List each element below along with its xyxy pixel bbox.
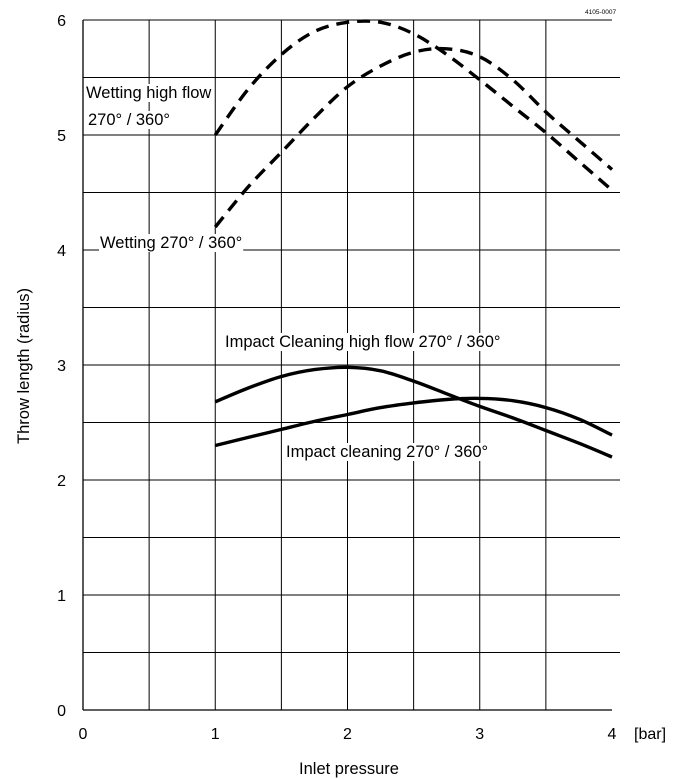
y-tick-label: 2: [57, 473, 66, 490]
impact-cleaning-high-flow-line: [214, 365, 613, 459]
x-tick-label: 1: [211, 726, 220, 743]
y-tick-label: 3: [57, 358, 66, 375]
y-tick-label: 0: [57, 703, 66, 720]
label-impact-cleaning-bg: [285, 443, 490, 461]
label-wetting-high-flow: 270° / 360°: [88, 111, 170, 129]
label-wetting-high-flow-bg: [85, 84, 213, 102]
series-labels: Wetting high flow 270° / 360° Wetting 270°…: [85, 84, 502, 461]
x-axis-title: Inlet pressure: [299, 760, 399, 778]
impact-cleaning-line: [214, 396, 613, 448]
axes: 0 1 2 3 4 0 1 2 3 4 5 6: [57, 13, 616, 743]
label-wetting-bg: [99, 234, 244, 252]
x-tick-label: 2: [343, 726, 352, 743]
y-tick-label: 5: [57, 128, 66, 145]
y-axis-title: Throw length (radius): [15, 288, 33, 444]
label-wetting: Wetting 270° / 360°: [100, 234, 242, 252]
label-wetting-high-flow-bg: [87, 111, 172, 129]
y-tick-label: 6: [57, 13, 66, 30]
y-tick-label: 4: [57, 243, 66, 260]
series-lines: [213, 19, 614, 459]
wetting-line: [213, 46, 614, 229]
x-tick-label: 3: [475, 726, 484, 743]
label-wetting-high-flow: Wetting high flow: [86, 84, 211, 102]
x-tick-label: 0: [79, 726, 88, 743]
label-impact-cleaning: Impact cleaning 270° / 360°: [286, 443, 488, 461]
doc-code: 4105-0007: [585, 9, 616, 16]
label-impact-cleaning-high-flow-bg: [224, 333, 502, 351]
x-axis-unit: [bar]: [634, 726, 666, 743]
x-tick-label: 4: [608, 726, 617, 743]
y-tick-label: 1: [57, 588, 66, 605]
label-impact-cleaning-high-flow: Impact Cleaning high flow 270° / 360°: [225, 333, 501, 351]
grid-lines: [83, 20, 620, 710]
